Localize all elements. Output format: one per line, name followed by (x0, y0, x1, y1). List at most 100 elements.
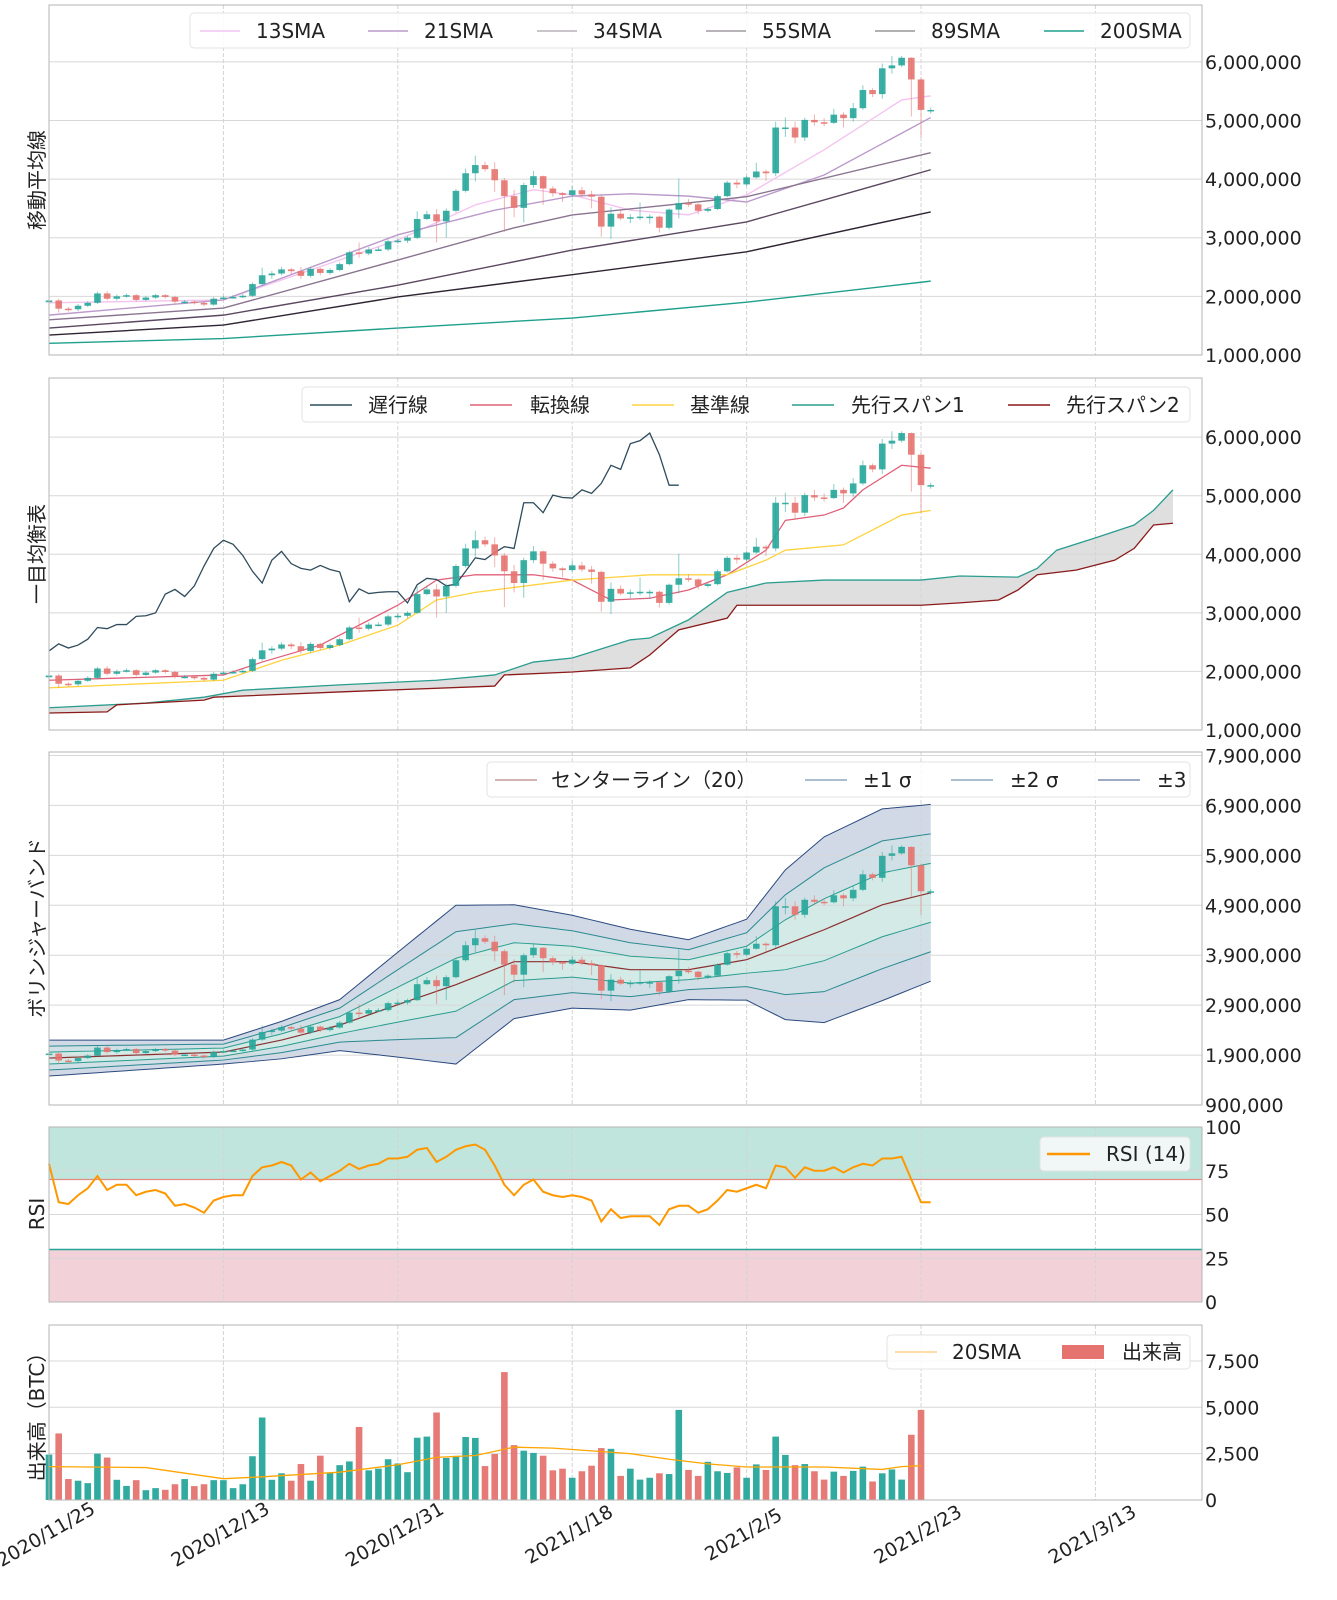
candle-body (74, 305, 82, 310)
volume-bar (472, 1437, 479, 1500)
candle-body (375, 624, 382, 627)
candle (65, 1059, 72, 1064)
candle-body (530, 947, 537, 956)
candle-body (491, 941, 498, 952)
y-tick-label: 3,000,000 (1205, 228, 1302, 250)
candle (384, 614, 392, 627)
candle (365, 247, 373, 256)
candle (646, 980, 654, 989)
candle-body (597, 571, 605, 602)
candle-body (762, 546, 770, 549)
candle (268, 646, 276, 654)
y-tick-label: 4,900,000 (1205, 895, 1302, 917)
candle-body (132, 1049, 140, 1054)
volume-bar (908, 1434, 915, 1500)
plot-background (49, 5, 1202, 355)
candle (346, 250, 353, 266)
candle-body (94, 293, 101, 303)
legend-bollinger: センターライン（20） ±1 σ ±2 σ ±3 (486, 761, 1191, 798)
candle (859, 870, 867, 892)
candle-body (65, 308, 72, 311)
candle (413, 211, 421, 239)
candle-body (200, 677, 208, 680)
candle (181, 674, 188, 679)
candle-body (617, 588, 624, 594)
y-tick-label: 5,900,000 (1205, 845, 1302, 867)
candle (743, 550, 750, 562)
volume-bar (161, 1489, 169, 1500)
candle-body (268, 648, 276, 651)
candle (404, 611, 411, 619)
candle-body (656, 591, 663, 603)
candle (229, 670, 237, 674)
candle-body (491, 169, 498, 181)
candle-body (791, 127, 799, 138)
candle-body (568, 190, 576, 195)
candle (161, 669, 169, 674)
candle-body (830, 895, 838, 903)
candle (268, 271, 276, 279)
sma-line-200sma (48, 280, 931, 344)
candle-body (452, 190, 460, 211)
y-tick-label: 50 (1205, 1205, 1229, 1227)
candle-body (733, 182, 741, 185)
volume-bar (355, 1426, 363, 1500)
candle-body (878, 68, 886, 95)
candle (249, 1038, 256, 1051)
volume-bar (530, 1452, 537, 1500)
candle-body (849, 889, 857, 899)
candle-body (191, 301, 198, 304)
volume-bar (578, 1471, 586, 1500)
x-tick-label: 2020/12/31 (342, 1498, 448, 1572)
candle-body (597, 196, 605, 227)
candle-body (530, 176, 537, 185)
candle (161, 294, 169, 299)
candle-body (607, 979, 615, 991)
candle-body (530, 551, 537, 561)
volume-bar (597, 1448, 605, 1500)
candle-body (55, 1053, 62, 1061)
candle (656, 215, 663, 233)
volume-bar (762, 1469, 770, 1500)
candle-body (908, 846, 915, 866)
volume-bar (316, 1455, 324, 1500)
volume-bar (200, 1484, 208, 1500)
candle (723, 180, 731, 198)
candle (142, 295, 150, 302)
y-tick-label: 0 (1205, 1292, 1217, 1314)
candle (501, 177, 508, 232)
volume-bar (840, 1475, 847, 1500)
candle (55, 298, 62, 313)
panel-sma: 1,000,000 2,000,000 3,000,000 4,000,000 5,00… (45, 4, 1302, 367)
candle-body (510, 571, 518, 583)
candle (927, 107, 935, 114)
candle-body (830, 489, 838, 499)
candle-body (229, 1050, 237, 1053)
candle-body (220, 1051, 227, 1053)
candle (74, 679, 82, 687)
volume-bar (258, 1417, 266, 1500)
candle-body (297, 1028, 305, 1033)
band-upper-3sigma-line (49, 803, 931, 1041)
y-tick-label: 25 (1205, 1248, 1229, 1270)
candle-body (239, 1049, 247, 1052)
legend-13sma-label: 13SMA (256, 19, 325, 43)
candle-body (220, 297, 227, 300)
candle-body (433, 589, 440, 597)
candle-body (588, 569, 595, 572)
plot-frame (48, 4, 1203, 356)
candle (849, 102, 857, 122)
candle (375, 622, 382, 627)
candle (549, 956, 557, 966)
volume-bar (278, 1473, 285, 1500)
candle (171, 1049, 179, 1057)
candle (588, 190, 595, 209)
candle-body (908, 433, 915, 455)
candle (607, 974, 615, 1002)
candle-body (704, 584, 712, 586)
candle (656, 590, 663, 608)
candle-body (433, 980, 440, 987)
candle (840, 487, 847, 503)
volume-bar (394, 1463, 402, 1500)
